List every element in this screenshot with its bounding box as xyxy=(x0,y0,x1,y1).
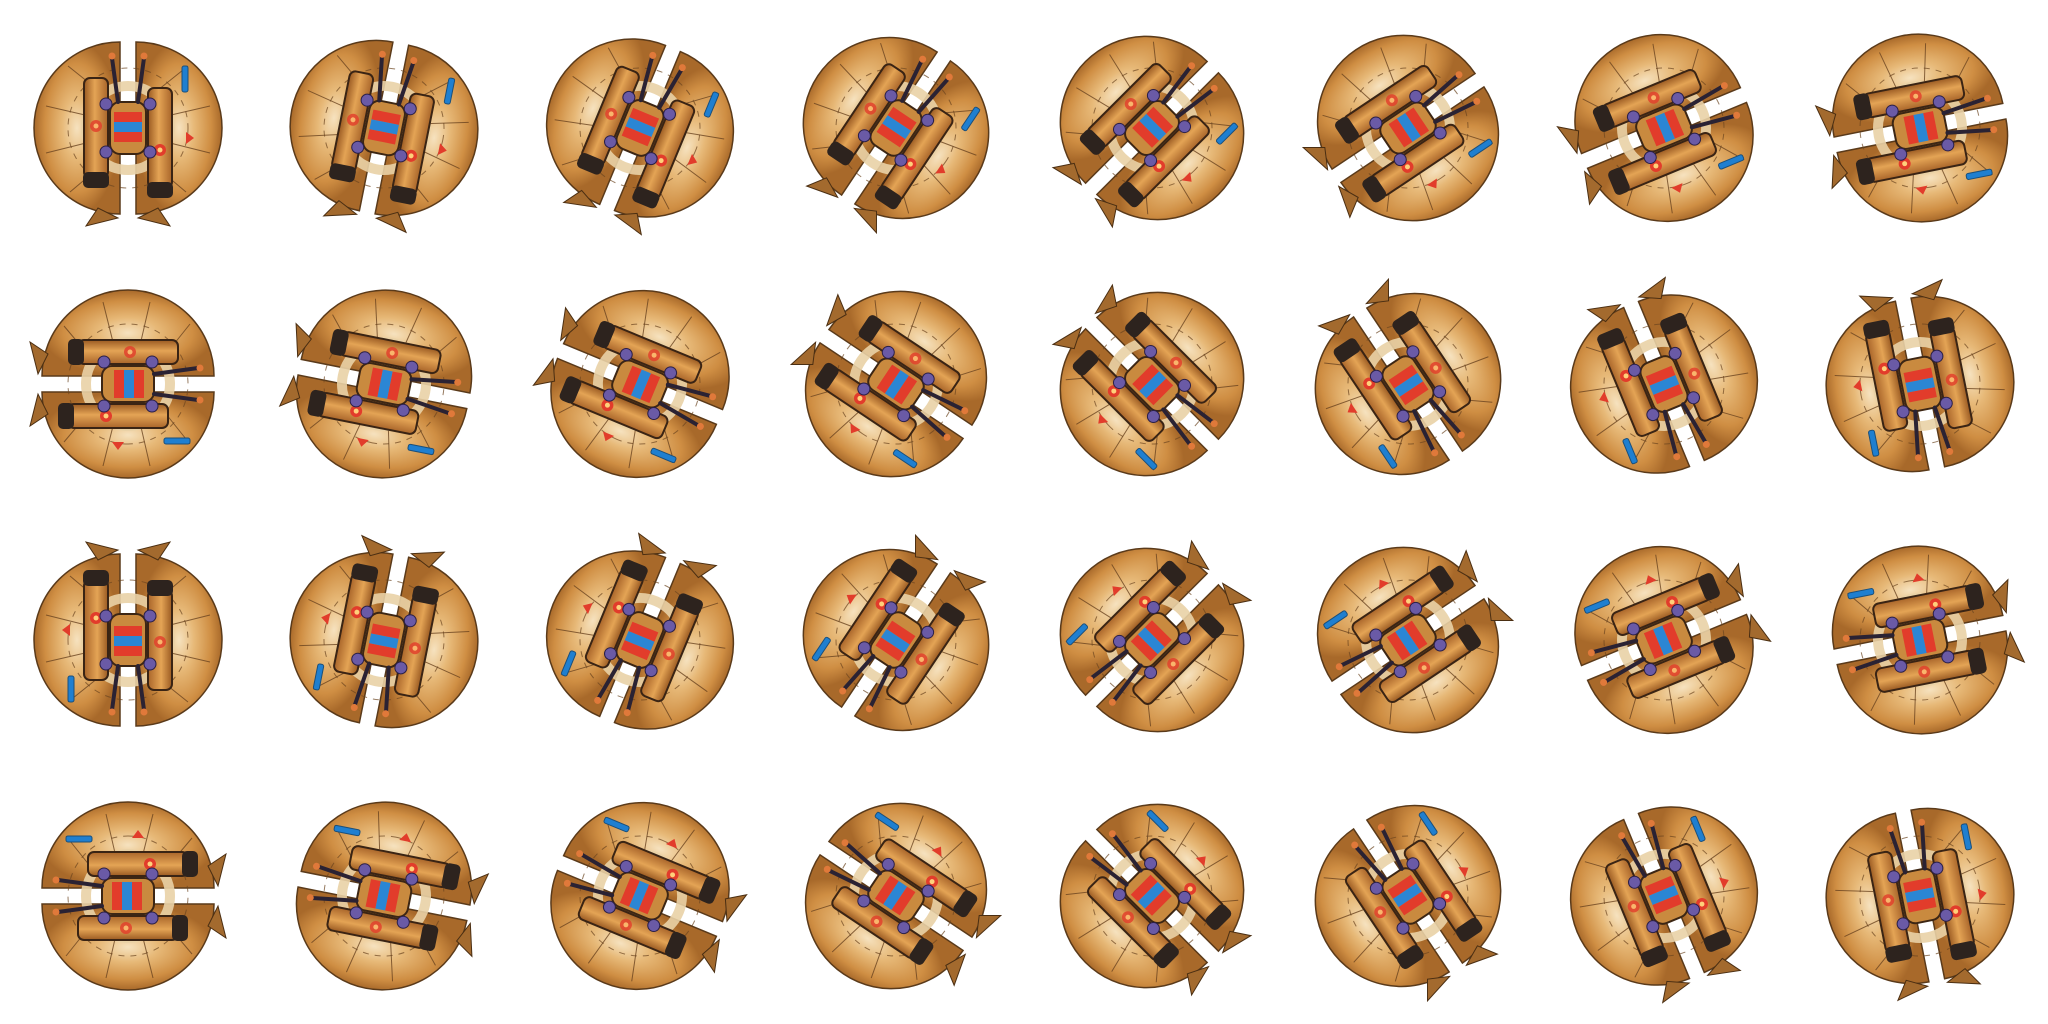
sprite-frame xyxy=(256,768,512,1024)
ship-sprite xyxy=(768,0,1024,256)
sprite-frame xyxy=(0,512,256,768)
ship-sprite xyxy=(0,0,256,256)
ship-sprite xyxy=(768,768,1024,1024)
sprite-frame xyxy=(256,0,512,256)
sprite-frame xyxy=(512,512,768,768)
ship-sprite xyxy=(1792,256,2048,512)
sprite-frame xyxy=(512,0,768,256)
sprite-frame xyxy=(1792,0,2048,256)
ship-sprite xyxy=(512,0,768,256)
sprite-frame xyxy=(256,256,512,512)
sprite-frame xyxy=(1280,512,1536,768)
ship-sprite xyxy=(256,768,512,1024)
sprite-frame xyxy=(1280,256,1536,512)
ship-sprite xyxy=(1792,512,2048,768)
ship-sprite xyxy=(512,768,768,1024)
ship-sprite xyxy=(1536,768,1792,1024)
ship-sprite xyxy=(1536,512,1792,768)
ship-sprite xyxy=(512,256,768,512)
ship-sprite xyxy=(0,512,256,768)
sprite-frame xyxy=(1024,0,1280,256)
sprite-frame xyxy=(1280,768,1536,1024)
ship-sprite xyxy=(1792,0,2048,256)
sprite-frame xyxy=(1024,768,1280,1024)
ship-sprite xyxy=(1536,256,1792,512)
sprite-frame xyxy=(768,256,1024,512)
ship-sprite xyxy=(1024,256,1280,512)
sprite-frame xyxy=(512,768,768,1024)
sprite-frame xyxy=(1536,512,1792,768)
sprite-frame xyxy=(1280,0,1536,256)
ship-sprite xyxy=(1536,0,1792,256)
ship-sprite xyxy=(768,256,1024,512)
sprite-frame xyxy=(1024,512,1280,768)
ship-sprite xyxy=(256,0,512,256)
ship-sprite xyxy=(1792,768,2048,1024)
ship-sprite xyxy=(512,512,768,768)
sprite-frame xyxy=(1536,256,1792,512)
sprite-frame xyxy=(768,768,1024,1024)
sprite-frame xyxy=(1536,768,1792,1024)
ship-sprite xyxy=(0,768,256,1024)
sprite-frame xyxy=(768,0,1024,256)
ship-sprite xyxy=(1280,256,1536,512)
sprite-frame xyxy=(1792,768,2048,1024)
sprite-frame xyxy=(0,256,256,512)
ship-sprite xyxy=(256,512,512,768)
sprite-frame xyxy=(256,512,512,768)
sprite-frame xyxy=(1792,512,2048,768)
ship-sprite xyxy=(1280,768,1536,1024)
ship-sprite xyxy=(1024,0,1280,256)
ship-sprite xyxy=(0,256,256,512)
ship-sprite xyxy=(1024,512,1280,768)
sprite-frame xyxy=(1024,256,1280,512)
ship-sprite xyxy=(1024,768,1280,1024)
ship-sprite xyxy=(256,256,512,512)
sprite-frame xyxy=(1536,0,1792,256)
sprite-frame xyxy=(512,256,768,512)
ship-sprite xyxy=(1280,0,1536,256)
sprite-frame xyxy=(0,768,256,1024)
sprite-frame xyxy=(768,512,1024,768)
sprite-frame xyxy=(1792,256,2048,512)
sprite-frame xyxy=(0,0,256,256)
ship-sprite xyxy=(1280,512,1536,768)
ship-sprite xyxy=(768,512,1024,768)
